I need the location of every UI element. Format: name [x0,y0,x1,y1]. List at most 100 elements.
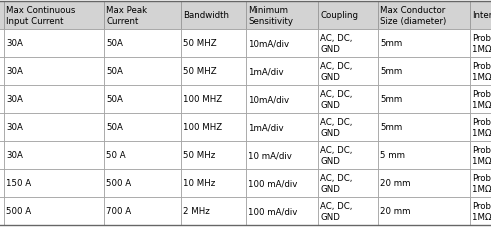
Bar [246,2,318,30]
Bar [181,197,246,225]
Text: 50 MHZ: 50 MHZ [184,39,217,48]
Text: 100 mA/div: 100 mA/div [248,179,298,188]
Bar [470,58,491,86]
Bar [318,169,378,197]
Bar [470,141,491,169]
Bar [318,30,378,58]
Bar [4,86,104,114]
Bar [246,141,318,169]
Text: Minimum
Sensitivity: Minimum Sensitivity [248,6,294,26]
Text: AC, DC,
GND: AC, DC, GND [321,146,353,165]
Text: 20 mm: 20 mm [381,207,411,216]
Bar [246,58,318,86]
Text: 500 A: 500 A [6,207,31,216]
Bar [0,141,4,169]
Bar [104,197,181,225]
Text: 1mA/div: 1mA/div [248,67,284,76]
Text: 30A: 30A [6,67,24,76]
Text: 5mm: 5mm [381,67,403,76]
Bar [318,58,378,86]
Bar [104,58,181,86]
Bar [0,169,4,197]
Text: 30A: 30A [6,95,24,104]
Text: 2 MHz: 2 MHz [184,207,210,216]
Bar [104,114,181,141]
Bar [246,30,318,58]
Bar [470,169,491,197]
Text: 10 mA/div: 10 mA/div [248,151,292,160]
Bar [470,86,491,114]
Bar [246,114,318,141]
Text: 5 mm: 5 mm [381,151,406,160]
Text: 20 mm: 20 mm [381,179,411,188]
Bar [470,2,491,30]
Bar [4,141,104,169]
Bar [318,2,378,30]
Bar [378,2,470,30]
Text: 30A: 30A [6,39,24,48]
Text: AC, DC,
GND: AC, DC, GND [321,62,353,81]
Text: Probus,
1MΩ only: Probus, 1MΩ only [472,173,491,193]
Text: 50 A: 50 A [107,151,126,160]
Text: AC, DC,
GND: AC, DC, GND [321,118,353,137]
Text: 30A: 30A [6,123,24,132]
Text: AC, DC,
GND: AC, DC, GND [321,201,353,221]
Text: Probus,
1MΩ only: Probus, 1MΩ only [472,34,491,54]
Bar [181,86,246,114]
Text: Interface: Interface [472,11,491,20]
Text: 50 MHZ: 50 MHZ [184,67,217,76]
Bar [4,114,104,141]
Bar [4,58,104,86]
Text: 5mm: 5mm [381,95,403,104]
Bar [181,114,246,141]
Text: Max Peak
Current: Max Peak Current [107,6,148,26]
Bar [0,2,4,30]
Bar [104,2,181,30]
Bar [181,30,246,58]
Text: AC, DC,
GND: AC, DC, GND [321,34,353,54]
Bar [470,114,491,141]
Bar [378,30,470,58]
Text: 5mm: 5mm [381,39,403,48]
Text: Max Conductor
Size (diameter): Max Conductor Size (diameter) [381,6,447,26]
Bar [0,58,4,86]
Text: 700 A: 700 A [107,207,132,216]
Bar [246,86,318,114]
Bar [246,197,318,225]
Bar [318,114,378,141]
Text: Probus,
1MΩ only: Probus, 1MΩ only [472,118,491,137]
Text: 50A: 50A [107,95,123,104]
Bar [378,197,470,225]
Bar [181,58,246,86]
Text: 50 MHz: 50 MHz [184,151,216,160]
Bar [318,86,378,114]
Bar [470,197,491,225]
Bar [104,30,181,58]
Text: AC, DC,
GND: AC, DC, GND [321,173,353,193]
Text: Bandwidth: Bandwidth [184,11,229,20]
Text: 50A: 50A [107,67,123,76]
Bar [0,30,4,58]
Bar [4,2,104,30]
Text: 100 MHZ: 100 MHZ [184,95,222,104]
Text: AC, DC,
GND: AC, DC, GND [321,90,353,109]
Bar [378,58,470,86]
Bar [104,86,181,114]
Bar [181,141,246,169]
Bar [0,197,4,225]
Text: 10mA/div: 10mA/div [248,39,290,48]
Bar [181,2,246,30]
Bar [181,169,246,197]
Bar [470,30,491,58]
Text: Probus,
1MΩ only: Probus, 1MΩ only [472,146,491,165]
Bar [104,141,181,169]
Text: Probus,
1MΩ only: Probus, 1MΩ only [472,201,491,221]
Bar [0,114,4,141]
Text: 50A: 50A [107,39,123,48]
Text: Probus,
1MΩ only: Probus, 1MΩ only [472,90,491,109]
Text: 5mm: 5mm [381,123,403,132]
Bar [378,141,470,169]
Text: Max Continuous
Input Current: Max Continuous Input Current [6,6,76,26]
Text: 10 MHz: 10 MHz [184,179,216,188]
Bar [378,114,470,141]
